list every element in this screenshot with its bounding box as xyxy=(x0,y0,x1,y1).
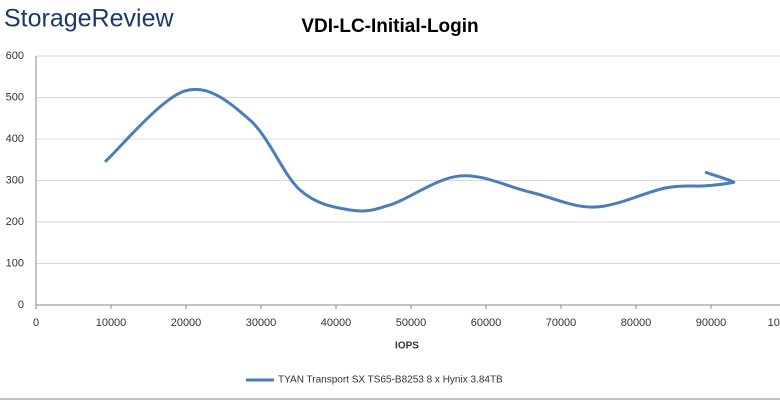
y-tick-label: 200 xyxy=(6,216,24,228)
y-tick-label: 600 xyxy=(6,50,24,62)
chart-title: VDI-LC-Initial-Login xyxy=(301,16,478,37)
x-tick-label: 50000 xyxy=(396,317,427,329)
x-tick-label: 70000 xyxy=(546,317,577,329)
y-tick-label: 300 xyxy=(6,174,24,186)
x-tick-label: 0 xyxy=(33,317,39,329)
x-tick-label: 80000 xyxy=(621,317,652,329)
x-tick-label: 90000 xyxy=(696,317,727,329)
legend-label: TYAN Transport SX TS65-B8253 8 x Hynix 3… xyxy=(278,375,503,386)
x-tick-label: 20000 xyxy=(171,317,202,329)
brand-logo: StorageReview xyxy=(4,5,174,33)
x-tick-label: 60000 xyxy=(471,317,502,329)
x-tick-label: 30000 xyxy=(246,317,277,329)
y-tick-label: 400 xyxy=(6,133,24,145)
y-tick-label: 0 xyxy=(18,299,24,311)
data-line xyxy=(104,87,736,213)
x-tick-label: 100000 xyxy=(768,317,780,329)
y-tick-label: 100 xyxy=(6,257,24,269)
x-tick-label: 40000 xyxy=(321,317,352,329)
x-tick-label: 10000 xyxy=(96,317,127,329)
x-axis-label: IOPS xyxy=(395,341,419,352)
y-tick-label: 500 xyxy=(6,91,24,103)
